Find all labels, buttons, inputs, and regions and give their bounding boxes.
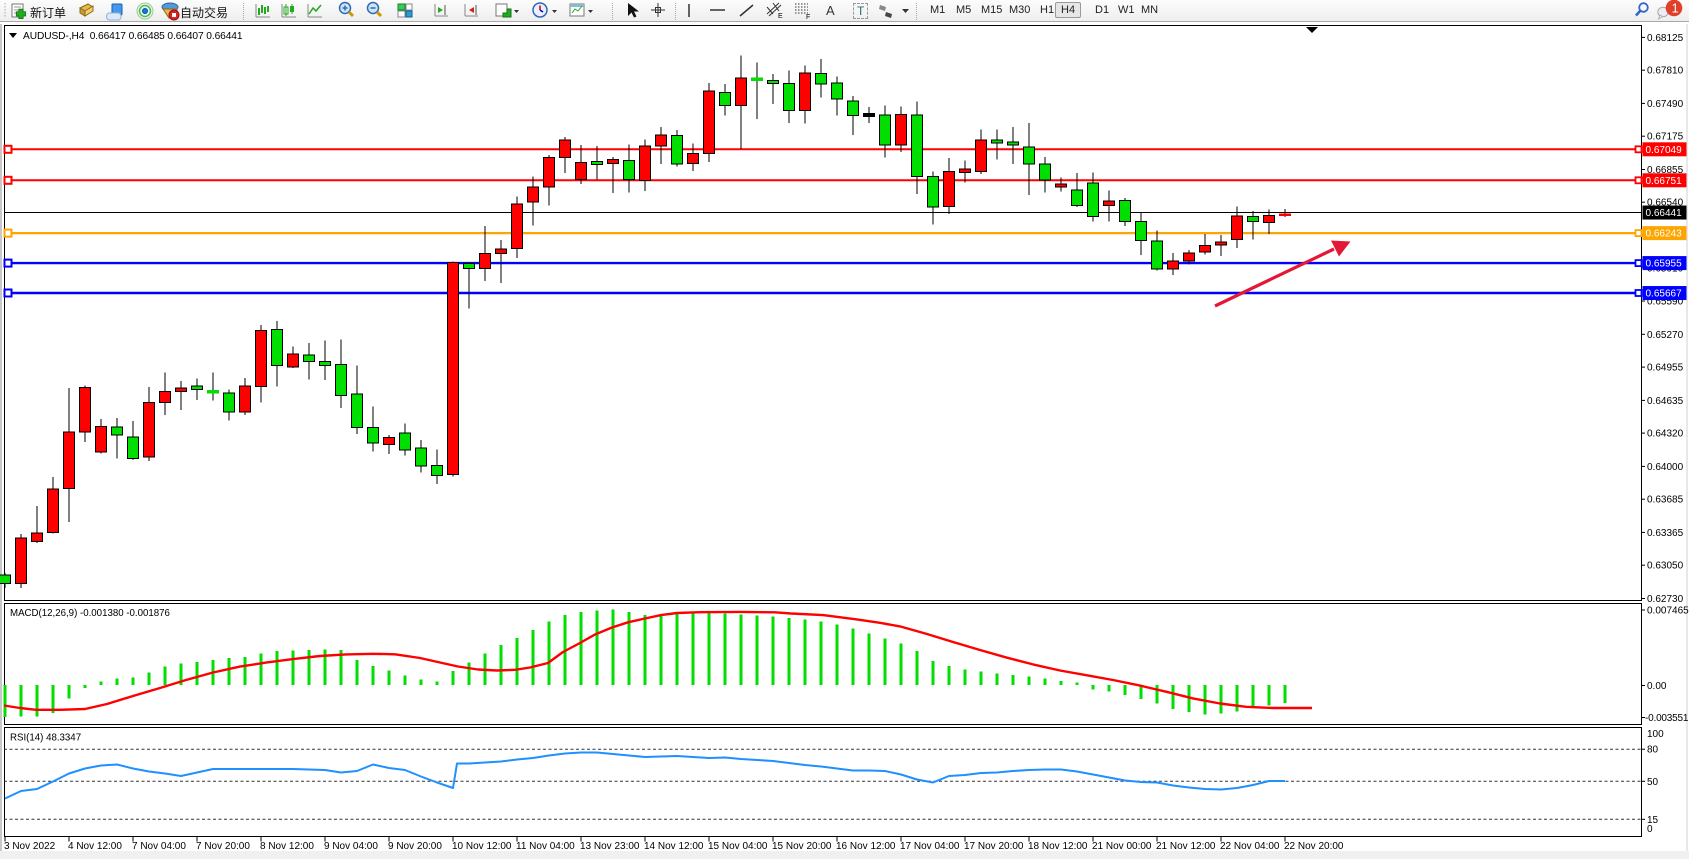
svg-text:15 Nov 20:00: 15 Nov 20:00 xyxy=(772,841,832,852)
svg-text:15 Nov 04:00: 15 Nov 04:00 xyxy=(708,841,768,852)
svg-text:0.63365: 0.63365 xyxy=(1647,528,1684,539)
svg-text:21 Nov 12:00: 21 Nov 12:00 xyxy=(1156,841,1216,852)
svg-text:0.64320: 0.64320 xyxy=(1647,429,1684,440)
svg-text:0: 0 xyxy=(1647,824,1653,835)
svg-text:10 Nov 12:00: 10 Nov 12:00 xyxy=(452,841,512,852)
svg-text:0.63685: 0.63685 xyxy=(1647,495,1684,506)
svg-text:F: F xyxy=(806,14,810,21)
svg-text:1: 1 xyxy=(1672,1,1679,15)
svg-text:100: 100 xyxy=(1647,729,1664,740)
svg-text:7 Nov 04:00: 7 Nov 04:00 xyxy=(132,841,186,852)
svg-text:18 Nov 12:00: 18 Nov 12:00 xyxy=(1028,841,1088,852)
svg-text:0.65955: 0.65955 xyxy=(1646,259,1683,270)
svg-text:RSI(14) 48.3347: RSI(14) 48.3347 xyxy=(10,733,81,744)
svg-text:8 Nov 12:00: 8 Nov 12:00 xyxy=(260,841,314,852)
svg-text:21 Nov 00:00: 21 Nov 00:00 xyxy=(1092,841,1152,852)
svg-text:0.67810: 0.67810 xyxy=(1647,66,1684,77)
svg-text:E: E xyxy=(778,13,783,20)
svg-text:0.62730: 0.62730 xyxy=(1647,594,1684,605)
svg-text:0.66540: 0.66540 xyxy=(1647,198,1684,209)
svg-text:0.63050: 0.63050 xyxy=(1647,561,1684,572)
svg-text:0.64955: 0.64955 xyxy=(1647,363,1684,374)
svg-text:17 Nov 20:00: 17 Nov 20:00 xyxy=(964,841,1024,852)
svg-text:0.66751: 0.66751 xyxy=(1646,176,1683,187)
svg-text:0.67049: 0.67049 xyxy=(1646,145,1683,156)
svg-text:11 Nov 04:00: 11 Nov 04:00 xyxy=(516,841,575,852)
svg-text:-0.003551: -0.003551 xyxy=(1645,713,1689,724)
svg-text:14 Nov 12:00: 14 Nov 12:00 xyxy=(644,841,704,852)
svg-text:9 Nov 04:00: 9 Nov 04:00 xyxy=(324,841,378,852)
svg-text:0.007465: 0.007465 xyxy=(1647,606,1689,617)
svg-text:0.65270: 0.65270 xyxy=(1647,330,1684,341)
svg-text:4 Nov 12:00: 4 Nov 12:00 xyxy=(68,841,122,852)
svg-text:0.64635: 0.64635 xyxy=(1647,396,1684,407)
svg-text:3 Nov 2022: 3 Nov 2022 xyxy=(4,841,56,852)
svg-text:0.67490: 0.67490 xyxy=(1647,99,1684,110)
svg-text:9 Nov 20:00: 9 Nov 20:00 xyxy=(388,841,442,852)
svg-text:50: 50 xyxy=(1647,777,1659,788)
svg-text:0.66243: 0.66243 xyxy=(1646,229,1683,240)
svg-text:22 Nov 20:00: 22 Nov 20:00 xyxy=(1284,841,1344,852)
svg-text:0.64000: 0.64000 xyxy=(1647,462,1684,473)
svg-text:7 Nov 20:00: 7 Nov 20:00 xyxy=(196,841,250,852)
svg-text:0.66855: 0.66855 xyxy=(1647,165,1684,176)
svg-text:0.66441: 0.66441 xyxy=(1646,208,1683,219)
svg-text:80: 80 xyxy=(1647,745,1659,756)
svg-text:15: 15 xyxy=(1647,815,1659,826)
svg-text:0.00: 0.00 xyxy=(1647,681,1667,692)
svg-text:0.65667: 0.65667 xyxy=(1646,289,1683,300)
svg-text:16 Nov 12:00: 16 Nov 12:00 xyxy=(836,841,896,852)
svg-text:0.68125: 0.68125 xyxy=(1647,33,1684,44)
svg-text:0.65590: 0.65590 xyxy=(1647,297,1684,308)
svg-text:0.67175: 0.67175 xyxy=(1647,132,1684,143)
svg-text:MACD(12,26,9) -0.001380 -0.001: MACD(12,26,9) -0.001380 -0.001876 xyxy=(10,608,170,619)
svg-text:17 Nov 04:00: 17 Nov 04:00 xyxy=(900,841,960,852)
svg-text:AUDUSD-,H4 0.66417 0.66485 0.: AUDUSD-,H4 0.66417 0.66485 0.66407 0.664… xyxy=(23,31,243,42)
svg-text:22 Nov 04:00: 22 Nov 04:00 xyxy=(1220,841,1280,852)
svg-text:13 Nov 23:00: 13 Nov 23:00 xyxy=(580,841,640,852)
